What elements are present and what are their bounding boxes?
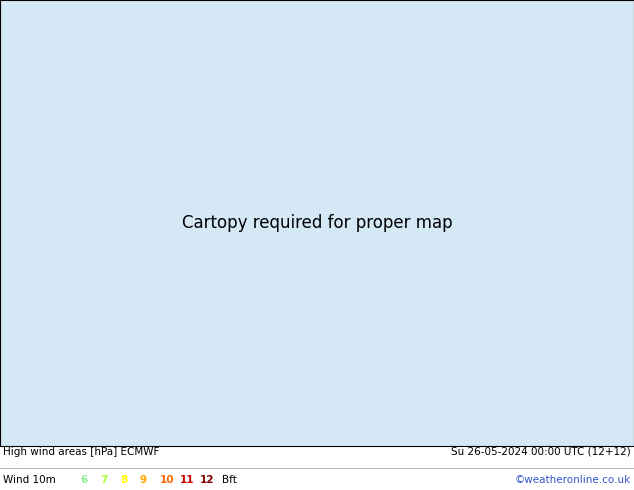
Text: ©weatheronline.co.uk: ©weatheronline.co.uk <box>515 475 631 485</box>
Text: 12: 12 <box>200 475 214 485</box>
Text: Cartopy required for proper map: Cartopy required for proper map <box>182 214 452 232</box>
Text: 11: 11 <box>180 475 195 485</box>
Text: 7: 7 <box>100 475 107 485</box>
Text: Su 26-05-2024 00:00 UTC (12+12): Su 26-05-2024 00:00 UTC (12+12) <box>451 447 631 457</box>
Text: High wind areas [hPa] ECMWF: High wind areas [hPa] ECMWF <box>3 447 159 457</box>
Text: Wind 10m: Wind 10m <box>3 475 56 485</box>
Text: 6: 6 <box>80 475 87 485</box>
Text: 9: 9 <box>140 475 147 485</box>
Text: 8: 8 <box>120 475 127 485</box>
Text: 10: 10 <box>160 475 174 485</box>
Text: Bft: Bft <box>222 475 237 485</box>
